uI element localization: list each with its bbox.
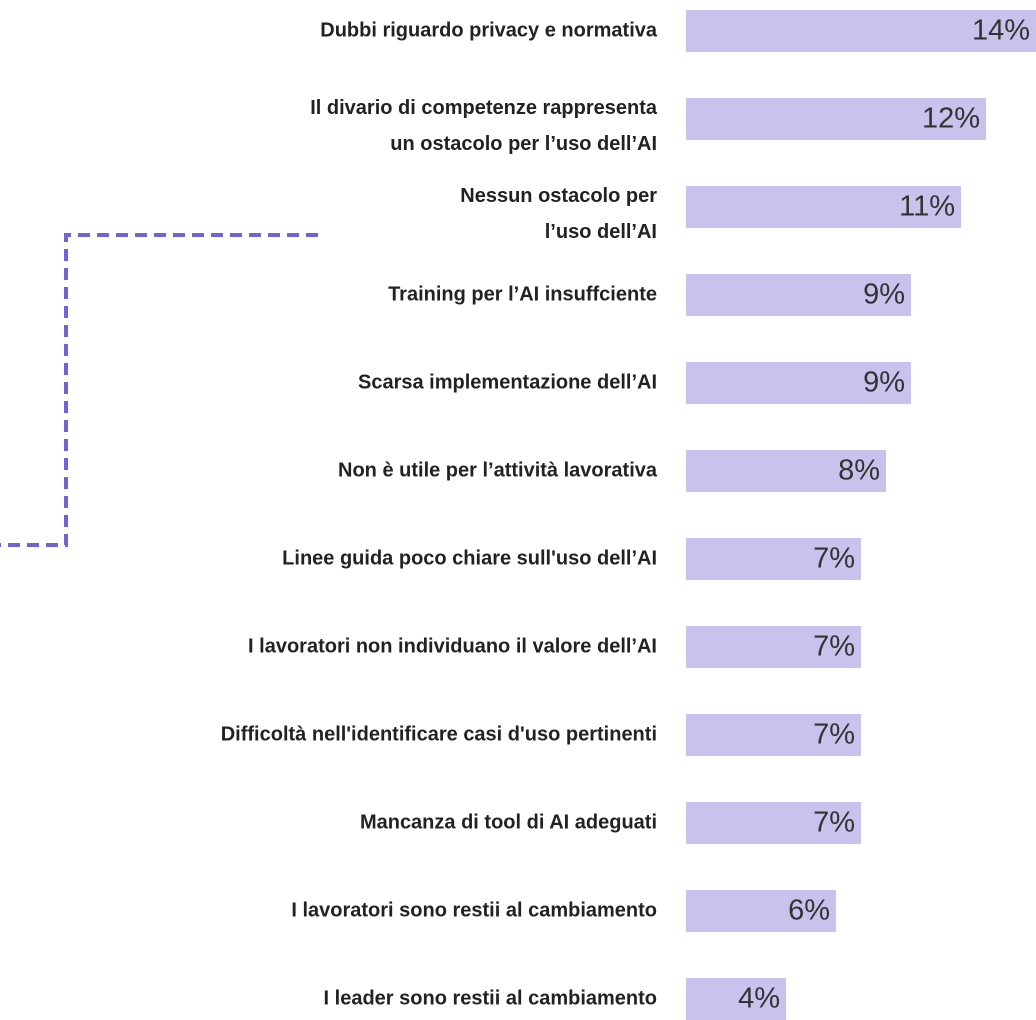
category-label: Difficoltà nell'identificare casi d'uso … [221, 723, 657, 745]
value-label: 9% [863, 279, 905, 311]
bar [686, 538, 861, 580]
category-label-line: un ostacolo per l’uso dell’AI [390, 133, 657, 155]
value-label: 4% [738, 983, 780, 1015]
value-label: 8% [838, 455, 880, 487]
bar [686, 978, 786, 1020]
bar [686, 450, 886, 492]
value-label: 6% [788, 895, 830, 927]
value-label: 7% [813, 631, 855, 663]
category-label: I lavoratori non individuano il valore d… [248, 635, 657, 657]
bar [686, 98, 986, 140]
bar [686, 714, 861, 756]
bar [686, 362, 911, 404]
dashed-connector [0, 233, 318, 547]
category-label: Il divario di competenze rappresenta un o… [310, 97, 658, 155]
category-label: Linee guida poco chiare sull'uso dell’AI [282, 547, 657, 569]
category-label: Scarsa implementazione dell’AI [358, 371, 657, 393]
value-label: 9% [863, 367, 905, 399]
category-label: I leader sono restii al cambiamento [324, 987, 657, 1009]
category-label: Mancanza di tool di AI adeguati [360, 811, 657, 833]
category-label: Dubbi riguardo privacy e normativa [320, 19, 658, 41]
category-label: Nessun ostacolo per l’uso dell’AI [460, 185, 657, 243]
category-label: Non è utile per l’attività lavorativa [338, 459, 658, 481]
bar [686, 626, 861, 668]
value-label: 14% [972, 15, 1030, 47]
category-label-line: Il divario di competenze rappresenta [310, 97, 658, 119]
category-label: I lavoratori sono restii al cambiamento [291, 899, 657, 921]
bar [686, 10, 1036, 52]
value-label: 12% [922, 103, 980, 135]
category-label-line: Nessun ostacolo per [460, 185, 657, 207]
bar [686, 890, 836, 932]
value-label: 7% [813, 807, 855, 839]
bar [686, 186, 961, 228]
value-label: 7% [813, 719, 855, 751]
value-label: 7% [813, 543, 855, 575]
category-label: Training per l’AI insuffciente [388, 283, 657, 305]
value-label: 11% [899, 191, 955, 223]
bar [686, 274, 911, 316]
category-label-line: l’uso dell’AI [545, 221, 657, 243]
bar [686, 802, 861, 844]
